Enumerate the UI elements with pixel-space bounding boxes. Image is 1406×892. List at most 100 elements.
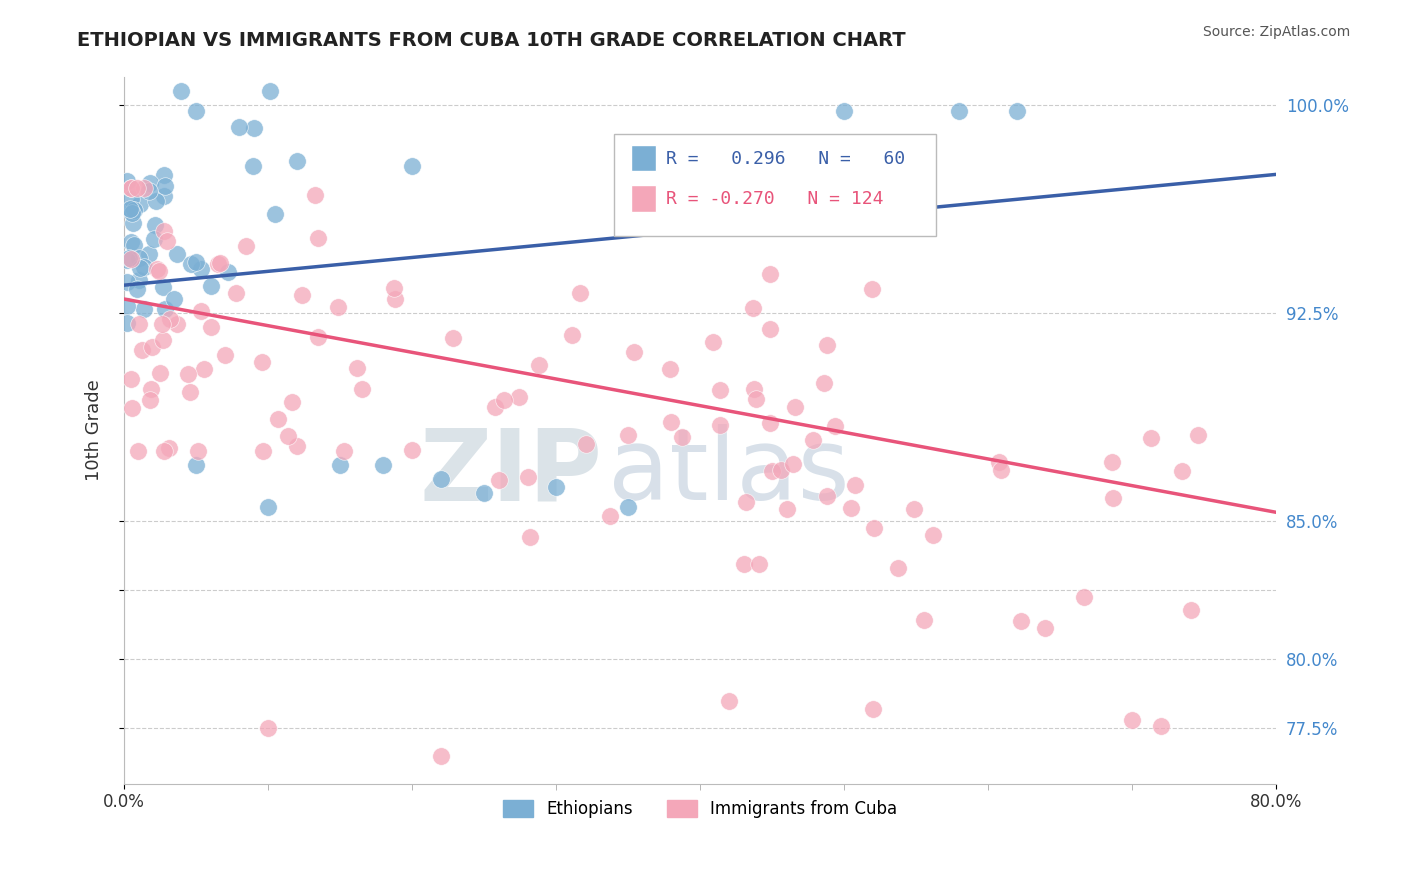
- Point: [117, 251, 139, 265]
- Point: [599, 509, 621, 524]
- Point: [815, 338, 838, 352]
- Point: [138, 184, 160, 198]
- Point: [180, 257, 202, 271]
- Point: [623, 344, 645, 359]
- Point: [862, 702, 884, 716]
- Point: [401, 443, 423, 458]
- Point: [143, 218, 166, 232]
- Point: [561, 328, 583, 343]
- Point: [948, 103, 970, 118]
- Text: ZIP: ZIP: [419, 425, 602, 522]
- Text: ETHIOPIAN VS IMMIGRANTS FROM CUBA 10TH GRADE CORRELATION CHART: ETHIOPIAN VS IMMIGRANTS FROM CUBA 10TH G…: [77, 31, 905, 50]
- Text: atlas: atlas: [607, 425, 849, 522]
- FancyBboxPatch shape: [631, 145, 657, 171]
- Point: [484, 400, 506, 414]
- Point: [1170, 464, 1192, 478]
- Point: [163, 293, 186, 307]
- Text: R =   0.296   N =   60: R = 0.296 N = 60: [665, 150, 905, 169]
- Point: [150, 317, 173, 331]
- Point: [373, 458, 395, 473]
- Text: R = -0.270   N = 124: R = -0.270 N = 124: [665, 191, 883, 209]
- Point: [401, 159, 423, 173]
- Point: [519, 530, 541, 544]
- Point: [1010, 614, 1032, 628]
- Point: [214, 347, 236, 361]
- Point: [153, 189, 176, 203]
- Point: [128, 261, 150, 276]
- Point: [235, 238, 257, 252]
- Point: [759, 267, 782, 281]
- Point: [225, 285, 247, 300]
- Point: [887, 561, 910, 575]
- Point: [121, 217, 143, 231]
- Point: [128, 317, 150, 331]
- Point: [832, 103, 855, 118]
- Point: [115, 299, 138, 313]
- Point: [190, 303, 212, 318]
- Point: [139, 177, 162, 191]
- Point: [488, 474, 510, 488]
- Point: [132, 181, 155, 195]
- Point: [839, 500, 862, 515]
- Point: [115, 316, 138, 330]
- Point: [1140, 431, 1163, 445]
- Point: [153, 301, 176, 316]
- Point: [472, 486, 495, 500]
- Point: [568, 285, 591, 300]
- Point: [782, 458, 804, 472]
- Point: [709, 384, 731, 398]
- Point: [149, 366, 172, 380]
- Point: [252, 444, 274, 458]
- Point: [922, 528, 945, 542]
- Point: [813, 376, 835, 391]
- Point: [328, 301, 350, 315]
- Point: [776, 502, 799, 516]
- FancyBboxPatch shape: [613, 134, 936, 236]
- Point: [138, 246, 160, 260]
- Point: [128, 197, 150, 211]
- Point: [157, 441, 180, 455]
- Text: Source: ZipAtlas.com: Source: ZipAtlas.com: [1202, 25, 1350, 39]
- Point: [1180, 603, 1202, 617]
- Point: [659, 415, 682, 429]
- Point: [184, 458, 207, 473]
- Point: [187, 444, 209, 458]
- Point: [209, 256, 232, 270]
- Point: [139, 393, 162, 408]
- Point: [291, 287, 314, 301]
- Point: [120, 235, 142, 250]
- Point: [671, 430, 693, 444]
- Point: [770, 462, 793, 476]
- Point: [801, 433, 824, 447]
- Point: [382, 281, 405, 295]
- Point: [1033, 622, 1056, 636]
- Point: [508, 390, 530, 404]
- Point: [190, 262, 212, 277]
- Point: [120, 252, 142, 266]
- Point: [139, 382, 162, 396]
- Point: [735, 495, 758, 509]
- Point: [1150, 718, 1173, 732]
- Point: [748, 557, 770, 571]
- Y-axis label: 10th Grade: 10th Grade: [86, 380, 103, 482]
- Point: [124, 237, 146, 252]
- Point: [120, 181, 142, 195]
- FancyBboxPatch shape: [631, 185, 657, 211]
- Point: [252, 355, 274, 369]
- Point: [277, 429, 299, 443]
- Point: [145, 194, 167, 209]
- Point: [783, 400, 806, 414]
- Point: [1101, 491, 1123, 506]
- Point: [1187, 428, 1209, 442]
- Point: [200, 279, 222, 293]
- Point: [148, 264, 170, 278]
- Point: [761, 464, 783, 478]
- Point: [120, 192, 142, 206]
- Point: [430, 472, 453, 486]
- Point: [617, 500, 640, 514]
- Point: [863, 521, 886, 535]
- Point: [153, 224, 176, 238]
- Point: [200, 320, 222, 334]
- Point: [307, 330, 329, 344]
- Point: [120, 181, 142, 195]
